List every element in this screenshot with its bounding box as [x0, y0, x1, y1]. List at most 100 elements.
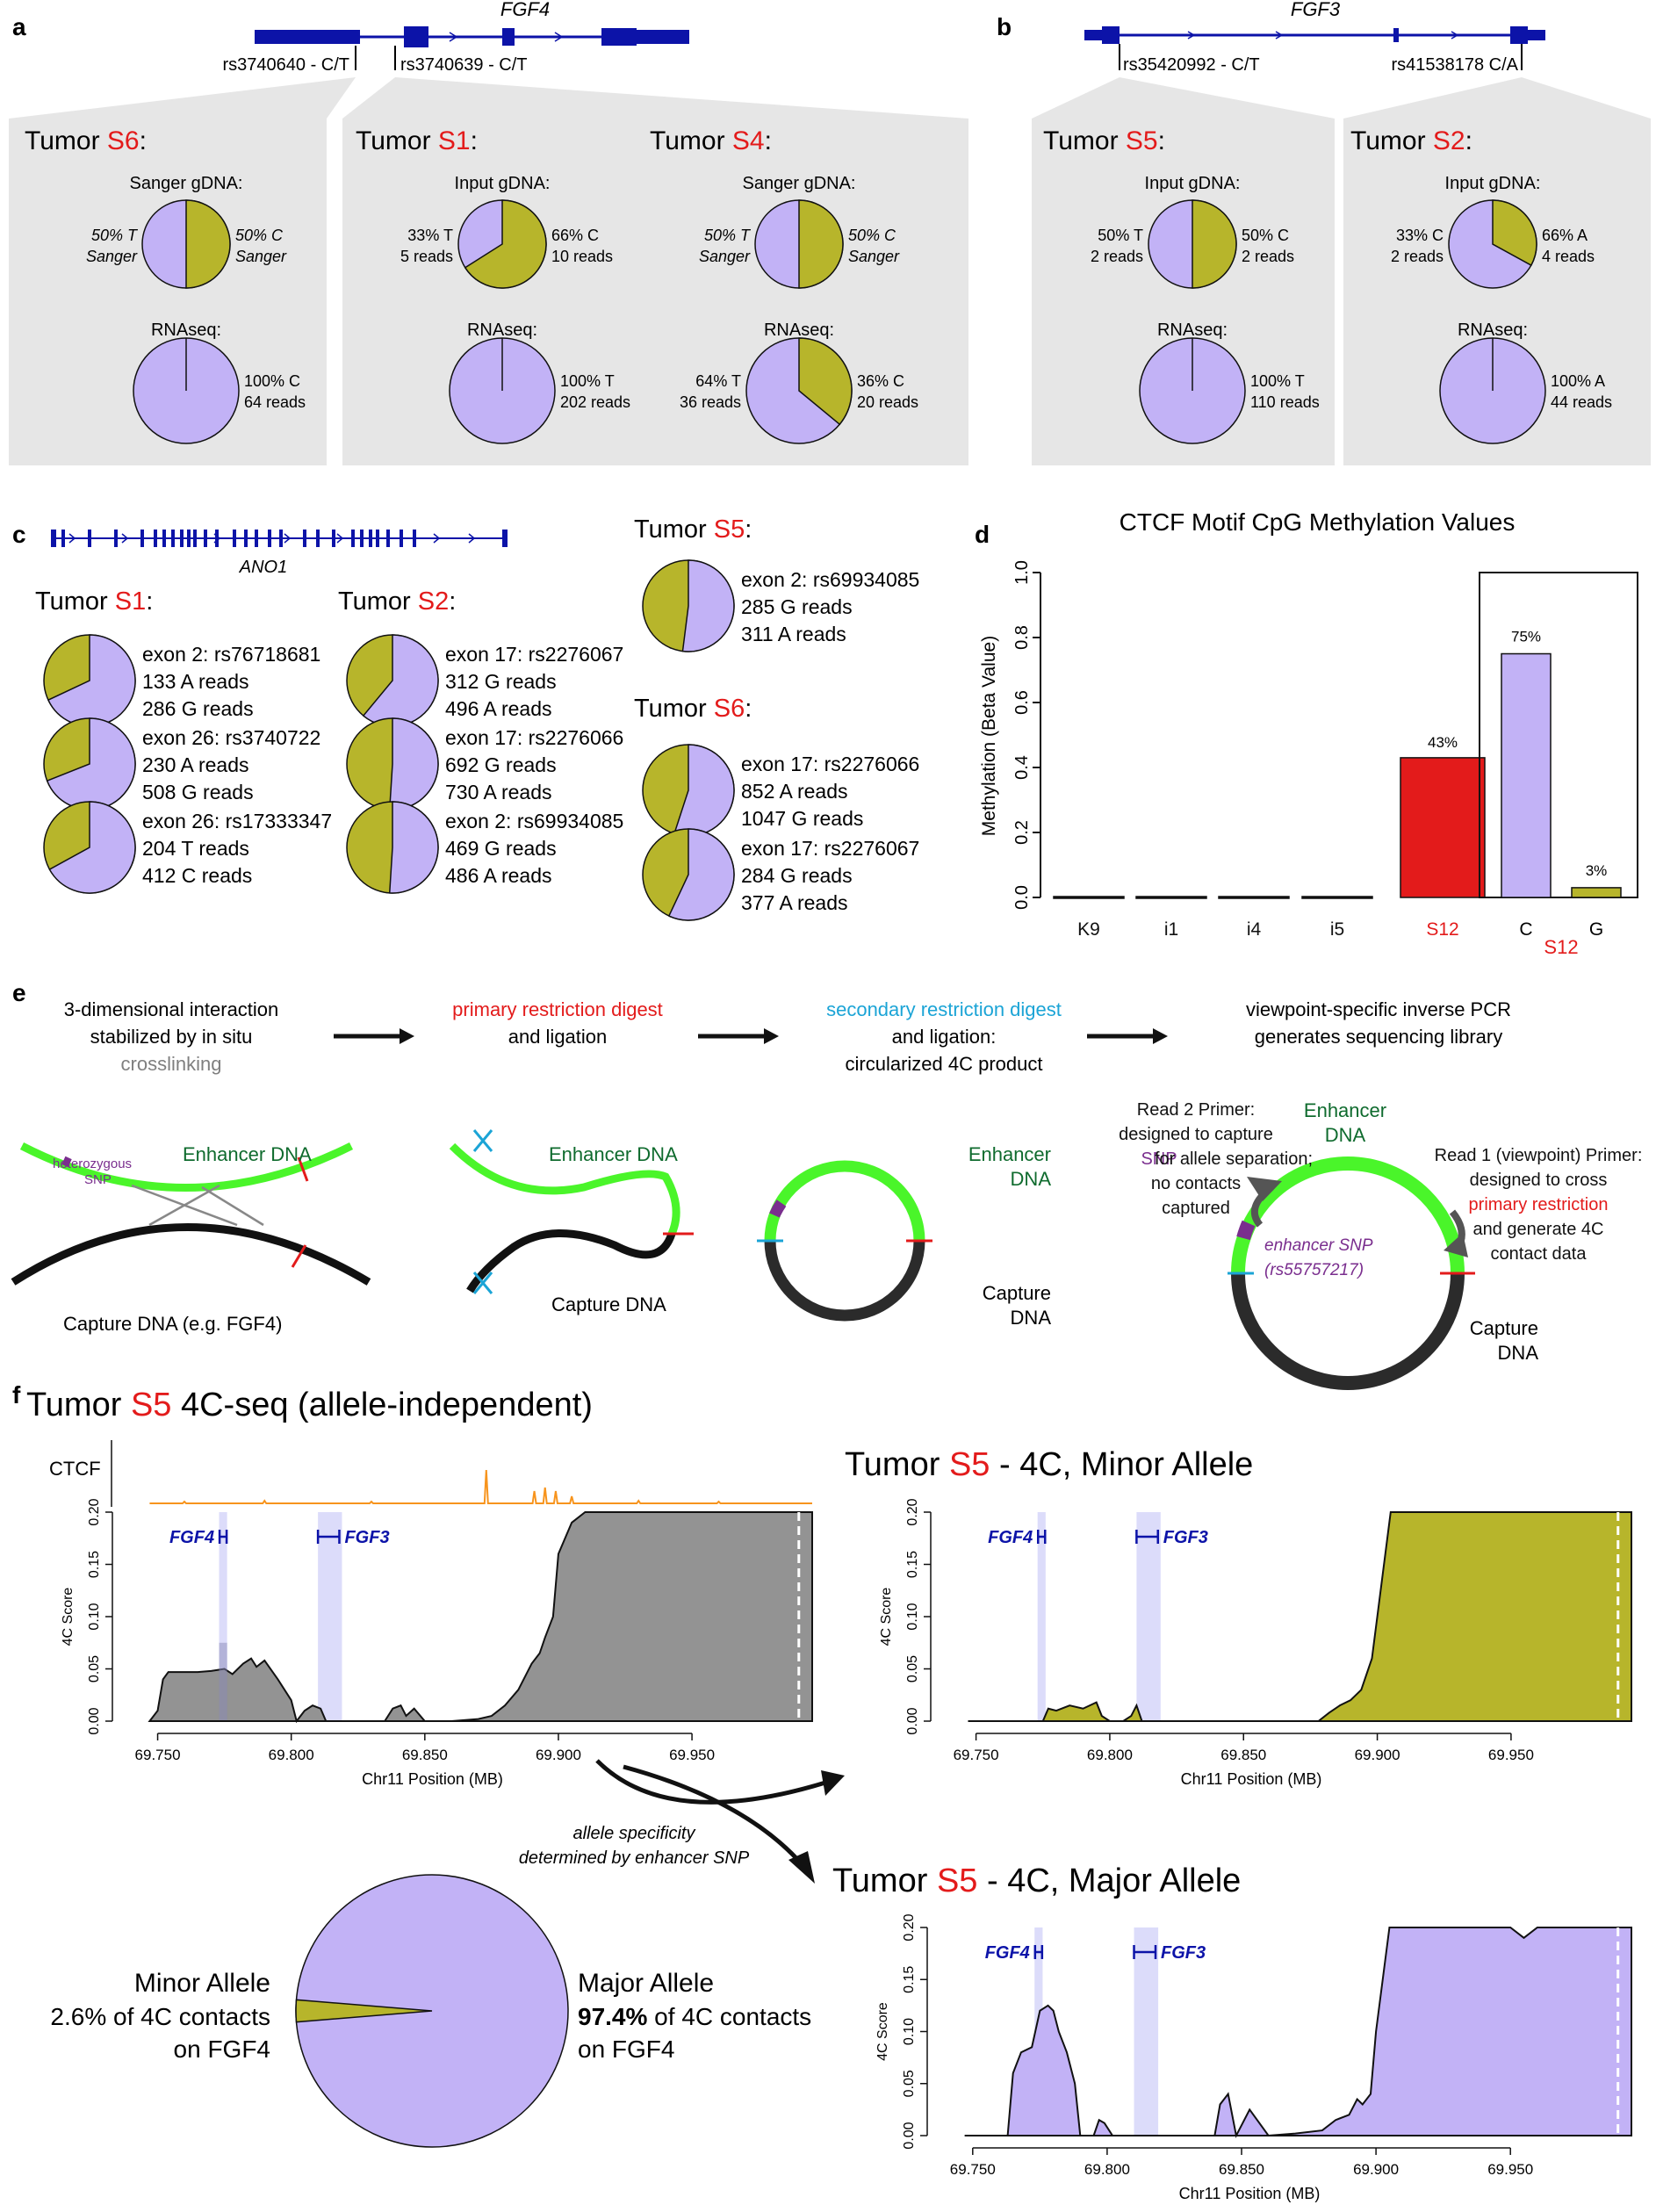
read1-line-1: designed to cross	[1470, 1171, 1608, 1190]
tumor-S6-top-pie-slice	[185, 199, 231, 289]
chart-f1-ctcf-label: CTCF	[49, 1458, 101, 1480]
tumor-S1-title: Tumor S1:	[356, 126, 478, 155]
y-tick-label: 0.0	[1012, 885, 1032, 910]
ano1-tumor-S5-item-0-line-1: 285 G reads	[741, 595, 853, 618]
chart-f2-area	[1041, 1511, 1632, 1722]
step-2-line-1: circularized 4C product	[846, 1053, 1043, 1075]
chart-f1-area	[148, 1511, 813, 1724]
major-allele-percent: 97.4%	[578, 2003, 647, 2030]
capture-label-4b: DNA	[1498, 1342, 1539, 1364]
fgf3-gene-label: FGF3	[1291, 0, 1341, 20]
ano1-gene-model	[51, 530, 508, 547]
ano1-tumor-S1-pie-2-slice	[48, 801, 136, 894]
inset-group-label: S12	[1544, 936, 1578, 958]
chart-f2-title: Tumor S5 - 4C, Minor Allele	[845, 1446, 1253, 1483]
tumor-S1-bottom-pie	[449, 337, 556, 444]
panel-b-tumors: Tumor S5: Input gDNA: 50% T 2 reads 50% C 2 r…	[1043, 126, 1612, 444]
chart-f2-y-tick-label: 0.05	[905, 1655, 920, 1682]
ano1-tumor-S1-item-0-line-1: 133 A reads	[142, 670, 249, 693]
crosslink-diagram	[11, 1142, 371, 1286]
chart-f1-title: Tumor S5 4C-seq (allele-independent)	[26, 1387, 593, 1423]
methylation-chart-title: CTCF Motif CpG Methylation Values	[1120, 508, 1516, 536]
chart-f3-fgf3-label: FGF3	[1161, 1943, 1206, 1963]
ano1-tumor-S1-item-1-line-2: 508 G reads	[142, 781, 254, 803]
ano1-tumor-S1-title-pre: Tumor	[35, 587, 115, 616]
tumor-S1-top-pie	[457, 199, 547, 289]
step-2-line-0: and ligation:	[892, 1026, 997, 1048]
inset-value-label-G: 3%	[1586, 862, 1608, 879]
4c-minor-allele-chart: Tumor S5 - 4C, Minor Allele 0.00 0.05 0.10 0…	[845, 1446, 1632, 1788]
tumor-S4-title-id: S4	[732, 126, 765, 155]
read2-line-1: designed to capture	[1119, 1125, 1273, 1144]
ano1-exon	[187, 530, 191, 547]
ano1-exon	[255, 530, 258, 547]
tumor-S1-title-pre: Tumor	[356, 126, 438, 155]
snp-rs3740640: rs3740640 - C/T	[222, 55, 349, 75]
4c-major-allele-chart: Tumor S5 - 4C, Major Allele 0.00 0.05 0.10 0…	[832, 1863, 1632, 2202]
chart-f1-fgf4-label: FGF4	[169, 1528, 214, 1547]
ano1-tumor-S5-title: Tumor S5:	[634, 515, 752, 544]
tumor-S4-bottom-right-0: 36% C	[857, 372, 904, 390]
tumor-S2-top-left-0: 33% C	[1396, 227, 1444, 244]
minor-allele-title: Minor Allele	[134, 1969, 270, 1998]
tumor-S1-top-right-1: 10 reads	[551, 248, 613, 265]
tumor-S5-top-left-0: 50% T	[1098, 227, 1143, 244]
bar-i1	[1135, 896, 1207, 899]
primer-diagram	[1228, 1156, 1475, 1390]
bar-i5	[1301, 896, 1373, 899]
ano1-strand-arrow	[284, 533, 291, 544]
fgf3-gene-model	[1084, 26, 1545, 44]
read2-line-3: for allele separation;	[1155, 1149, 1313, 1169]
panel-c-tumors: Tumor S1: exon 2: rs76718681 133 A reads 28…	[35, 515, 919, 921]
inset-x-label-C: C	[1519, 919, 1532, 940]
tumor-S2-title: Tumor S2:	[1350, 126, 1472, 155]
chart-f3-x-tick-label: 69.900	[1353, 2161, 1399, 2178]
ano1-tumor-S5-title-id: S5	[714, 515, 745, 544]
tumor-S2-top-pie	[1448, 199, 1537, 289]
ano1-exon	[180, 530, 184, 547]
chart-f1-gene-band-1	[318, 1512, 342, 1721]
enhancer-snp-label: enhancer SNP	[1264, 1236, 1373, 1255]
capture-label-3b: DNA	[1011, 1307, 1052, 1329]
ano1-exon	[61, 530, 65, 547]
bar-K9	[1053, 896, 1125, 899]
inset-x-label-G: G	[1589, 919, 1603, 940]
step-0-highlight: crosslinking	[121, 1053, 222, 1075]
ano1-tumor-S2-item-1-line-1: 692 G reads	[445, 753, 557, 776]
ano1-tumor-S2-pie-1-slice	[388, 717, 439, 811]
capture-dna-label-1: Capture DNA (e.g. FGF4)	[63, 1313, 282, 1335]
panel-label-d: d	[975, 521, 990, 548]
chart-f3-fgf4-label: FGF4	[985, 1943, 1030, 1963]
tumor-S2-top-left-1: 2 reads	[1391, 248, 1444, 265]
tumor-S4-bottom-left-0: 64% T	[695, 372, 741, 390]
chart-f1-y-tick-label: 0.10	[87, 1603, 102, 1630]
ano1-tumor-S6-item-0-line-2: 1047 G reads	[741, 807, 863, 830]
tumor-S6-bottom-pie	[133, 337, 240, 444]
ano1-exon	[193, 530, 197, 547]
chart-f1-fgf3-mark	[316, 1530, 341, 1544]
ano1-tumor-S1-item-2-line-1: 204 T reads	[142, 837, 249, 860]
tumor-S5-bottom-right-1: 110 reads	[1250, 393, 1320, 411]
tumor-S6-bottom-label: RNAseq:	[151, 321, 221, 340]
ano1-tumor-S2-title: Tumor S2:	[338, 587, 456, 616]
bar-i4	[1218, 896, 1290, 899]
ano1-strand-arrow	[468, 533, 475, 544]
chart-f2-gene-band-1	[1136, 1512, 1161, 1721]
chart-f1-fgf3-label: FGF3	[344, 1528, 389, 1547]
ano1-tumor-S1-item-2-line-0: exon 26: rs17333347	[142, 810, 332, 832]
chart-f2-x-tick-label: 69.950	[1488, 1747, 1534, 1763]
chart-f3-x-tick-label: 69.850	[1219, 2161, 1264, 2178]
tumor-S4-bottom-pie-slice	[798, 337, 853, 426]
tumor-S4-top-left-1: Sanger	[699, 248, 751, 265]
ano1-exon	[303, 530, 306, 547]
ano1-tumor-S5-title-suffix: :	[745, 515, 752, 544]
tumor-S2-bottom-pie	[1439, 337, 1546, 444]
tumor-S6-top-left-0: 50% T	[91, 227, 139, 244]
panel-label-b: b	[997, 13, 1012, 40]
chart-f1-y-label: 4C Score	[61, 1588, 76, 1646]
ano1-tumor-S5-title-pre: Tumor	[634, 515, 714, 544]
chart-f3-fgf4-mark	[1033, 1945, 1044, 1959]
tumor-S6-top-pie	[141, 199, 231, 289]
methylation-chart: CTCF Motif CpG Methylation Values 0.0 0.2 0…	[979, 508, 1638, 958]
